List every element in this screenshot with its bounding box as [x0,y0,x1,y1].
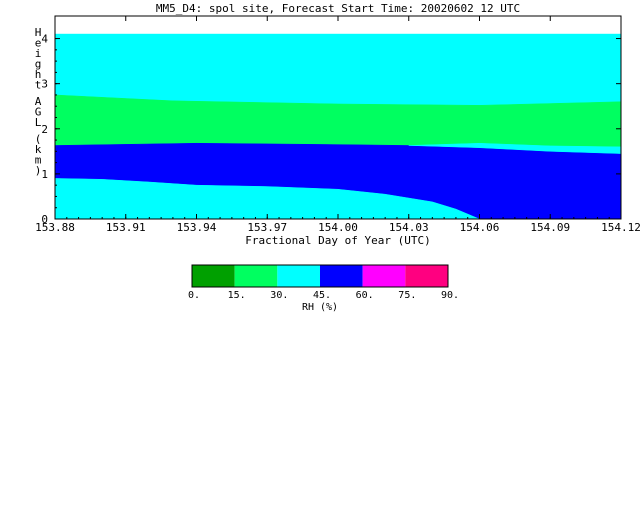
color-scale-swatch [405,265,448,287]
x-tick-label: 154.06 [460,221,500,234]
x-axis: 153.88 153.91 153.94 153.97 154.00 154.03 154.… [35,16,640,234]
y-axis-label-char: ( [35,133,42,146]
color-scale-swatch [320,265,363,287]
color-scale-swatch [192,265,235,287]
color-scale-swatch [234,265,278,287]
color-scale-level-label: 75. [398,290,416,301]
x-tick-label: 153.94 [177,221,217,234]
y-axis-label-char: h [35,68,42,81]
x-tick-label: 154.00 [318,221,358,234]
y-axis-label-char: t [35,79,42,92]
y-axis: 0 1 2 3 4 [41,33,621,226]
color-scale-label: RH (%) [302,302,338,313]
x-tick-label: 153.97 [247,221,287,234]
color-scale-level-label: 0. [188,290,200,301]
y-axis-label-char: G [35,106,42,119]
y-axis-label-char: i [35,47,42,60]
color-scale-swatch [362,265,406,287]
y-axis-label-char: H [35,26,42,39]
y-axis-label-char: m [35,154,42,167]
color-scale-swatch [277,265,320,287]
y-axis-label-char: ) [35,164,42,177]
y-tick-label: 1 [41,168,48,181]
plot-area [54,15,622,220]
y-axis-label-char: g [35,58,42,71]
y-tick-label: 4 [41,33,48,46]
y-axis-label-char: A [35,95,42,108]
x-axis-label: Fractional Day of Year (UTC) [245,234,430,247]
y-tick-label: 3 [41,78,48,91]
y-axis-label-char: e [35,37,42,50]
color-scale-level-label: 30. [270,290,288,301]
y-tick-label: 2 [41,123,48,136]
y-tick-label: 0 [41,213,48,226]
x-tick-label: 153.91 [106,221,146,234]
rh-band-30-45-3 [54,178,480,220]
x-tick-label: 154.03 [389,221,429,234]
color-scale-legend: 0. 15. 30. 45. 60. 75. 90. [188,264,459,301]
y-axis-label-char: k [35,143,42,156]
y-axis-label-char: L [35,116,42,129]
color-scale-level-label: 90. [441,290,459,301]
x-tick-label: 153.88 [35,221,75,234]
color-scale-level-label: 15. [228,290,246,301]
color-scale-level-label: 45. [313,290,331,301]
color-scale-frame [191,264,449,288]
rh-band-30-45-0 [54,33,622,106]
color-scale-level-label: 60. [356,290,374,301]
x-tick-label: 154.09 [530,221,570,234]
chart-title: MM5_D4: spol site, Forecast Start Time: … [156,2,520,15]
x-tick-label: 154.12 [601,221,640,234]
